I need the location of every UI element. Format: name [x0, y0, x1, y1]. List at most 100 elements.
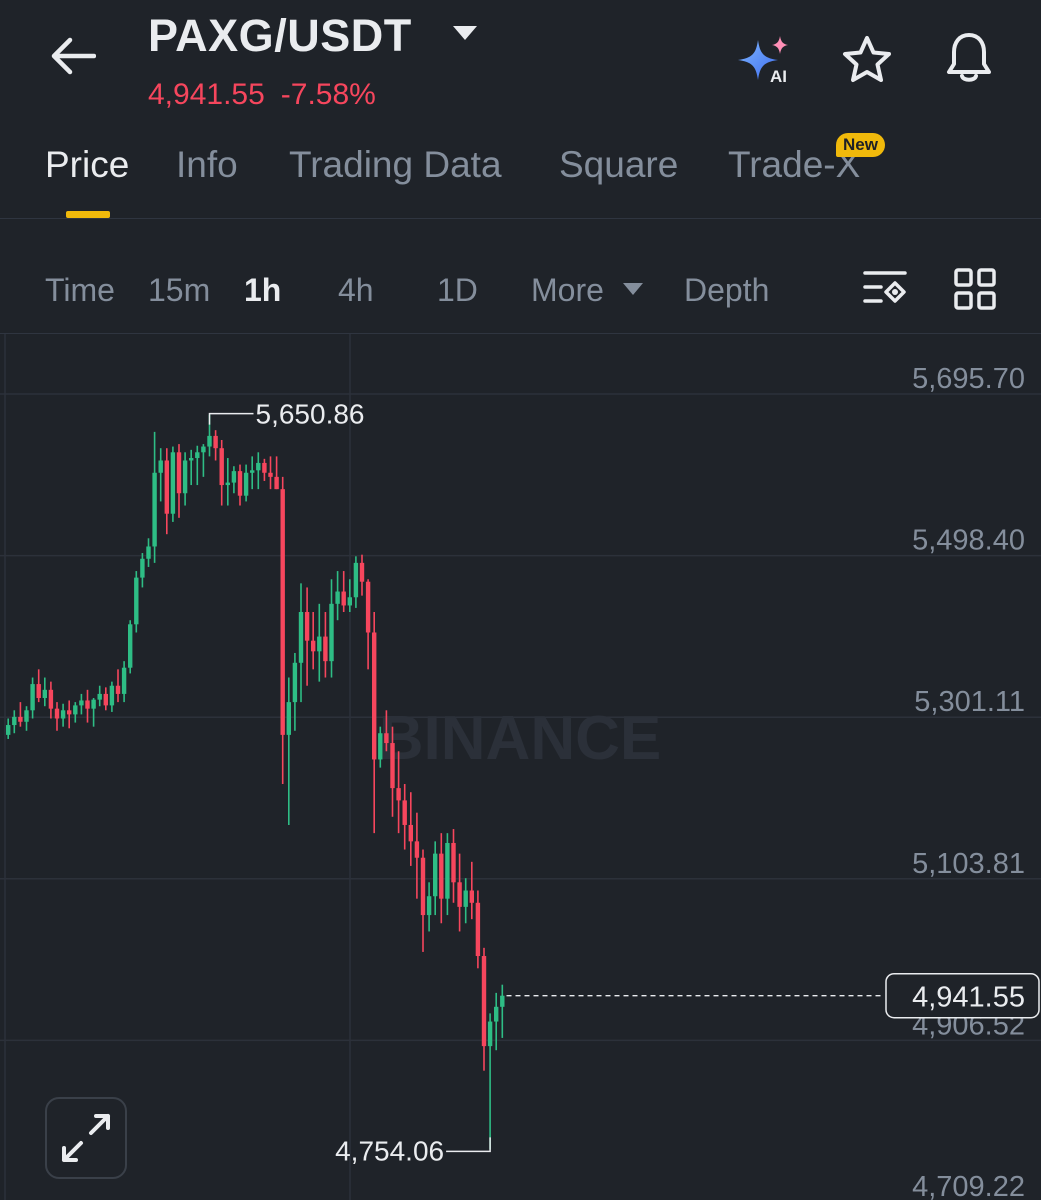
- candle: [6, 718, 11, 739]
- timeframe-more[interactable]: More: [531, 272, 604, 308]
- candle: [201, 444, 206, 477]
- candle: [292, 652, 298, 731]
- candle: [439, 833, 444, 924]
- candle: [317, 603, 322, 682]
- candle: [262, 458, 267, 481]
- candle: [73, 702, 78, 723]
- timeframe-time[interactable]: Time: [45, 272, 115, 308]
- divider: [0, 218, 1041, 219]
- candle: [91, 698, 96, 727]
- chevron-down-icon[interactable]: [622, 282, 644, 296]
- candle: [494, 992, 499, 1051]
- candle: [487, 1013, 493, 1150]
- timeframe-4h[interactable]: 4h: [338, 272, 374, 308]
- price-line: 4,941.55 -7.58%: [148, 78, 376, 112]
- candle: [146, 538, 151, 567]
- candle: [457, 853, 462, 932]
- candle: [402, 784, 407, 850]
- candle: [134, 571, 139, 633]
- last-price: 4,941.55: [148, 78, 265, 111]
- tab-info[interactable]: Info: [176, 144, 238, 185]
- indicator-settings-icon[interactable]: [860, 266, 910, 312]
- candle: [347, 579, 352, 613]
- current-price-box: [885, 972, 1040, 1019]
- expand-arrows-icon: [62, 1114, 110, 1162]
- y-axis-label: 5,301.11: [914, 686, 1025, 718]
- current-price-label: 4,941.55: [912, 982, 1025, 1014]
- tab-trading-data[interactable]: Trading Data: [289, 144, 502, 185]
- star-icon[interactable]: [838, 32, 896, 88]
- candle: [67, 700, 72, 729]
- layout-grid-icon[interactable]: [952, 266, 998, 312]
- candle: [359, 554, 365, 596]
- back-arrow-icon: [51, 37, 96, 75]
- timeframe-1h[interactable]: 1h: [244, 272, 282, 308]
- candle: [323, 612, 328, 678]
- candle: [304, 587, 310, 686]
- candle: [408, 792, 413, 866]
- candle: [182, 452, 188, 506]
- y-axis-label: 4,709.22: [912, 1171, 1025, 1200]
- candle: [433, 841, 438, 916]
- price-change: -7.58%: [280, 78, 376, 111]
- tab-price[interactable]: Price: [45, 144, 130, 185]
- candle: [329, 579, 334, 678]
- chevron-down-icon[interactable]: [452, 24, 478, 42]
- candle: [24, 706, 29, 731]
- low-price-label: 4,754.06: [335, 1135, 444, 1166]
- candle: [274, 456, 279, 490]
- candle: [384, 710, 389, 752]
- active-tab-indicator: [66, 211, 110, 218]
- candle: [121, 661, 127, 703]
- candle: [268, 456, 273, 490]
- candle: [378, 726, 383, 768]
- candle: [298, 583, 304, 703]
- candle: [341, 571, 346, 613]
- candle: [311, 612, 316, 670]
- expand-chart-button[interactable]: [45, 1097, 127, 1179]
- high-leader-line: [208, 412, 254, 425]
- candle: [213, 430, 218, 461]
- candle: [225, 458, 230, 506]
- svg-text:AI: AI: [770, 67, 787, 86]
- candle: [140, 553, 145, 588]
- candle: [219, 440, 224, 506]
- back-button[interactable]: [44, 28, 100, 84]
- timeframe-1d[interactable]: 1D: [437, 272, 478, 308]
- high-price-label: 5,650.86: [256, 399, 365, 430]
- candle: [372, 612, 377, 834]
- tab-square[interactable]: Square: [559, 144, 679, 185]
- candle: [97, 685, 102, 707]
- y-axis-label: 5,103.81: [912, 848, 1025, 880]
- candle: [286, 677, 291, 825]
- timeframe-depth[interactable]: Depth: [684, 272, 770, 308]
- candle: [420, 849, 426, 952]
- candle: [481, 947, 487, 1071]
- candle: [54, 702, 60, 731]
- new-badge: New: [836, 133, 885, 157]
- candle: [189, 449, 194, 486]
- candle: [60, 703, 66, 727]
- candle: [103, 687, 108, 711]
- candles: [6, 414, 505, 1150]
- candle: [79, 693, 84, 715]
- candle: [195, 445, 200, 486]
- candlestick-chart[interactable]: BINANCE 5,695.70 5,498.40 5,301.11 5,103.81…: [0, 334, 1041, 1200]
- candle: [115, 669, 121, 703]
- candle: [85, 689, 90, 723]
- candle: [164, 448, 169, 535]
- pair-title[interactable]: PAXG/USDT: [148, 10, 412, 61]
- bell-icon[interactable]: [940, 30, 998, 86]
- annotations: 5,650.86 4,754.06 4,941.55: [208, 399, 1040, 1166]
- candle: [475, 890, 481, 969]
- candle: [451, 829, 456, 903]
- candle: [158, 448, 163, 502]
- candle: [109, 681, 115, 712]
- timeframe-15m[interactable]: 15m: [148, 272, 211, 308]
- divider: [0, 333, 1041, 334]
- candle: [353, 556, 359, 608]
- ai-sparkle-icon[interactable]: AI: [736, 34, 796, 86]
- low-leader-line: [446, 1137, 491, 1153]
- candle: [176, 444, 182, 518]
- price-axis: 5,695.705,498.405,301.115,103.814,906.52…: [912, 363, 1025, 1200]
